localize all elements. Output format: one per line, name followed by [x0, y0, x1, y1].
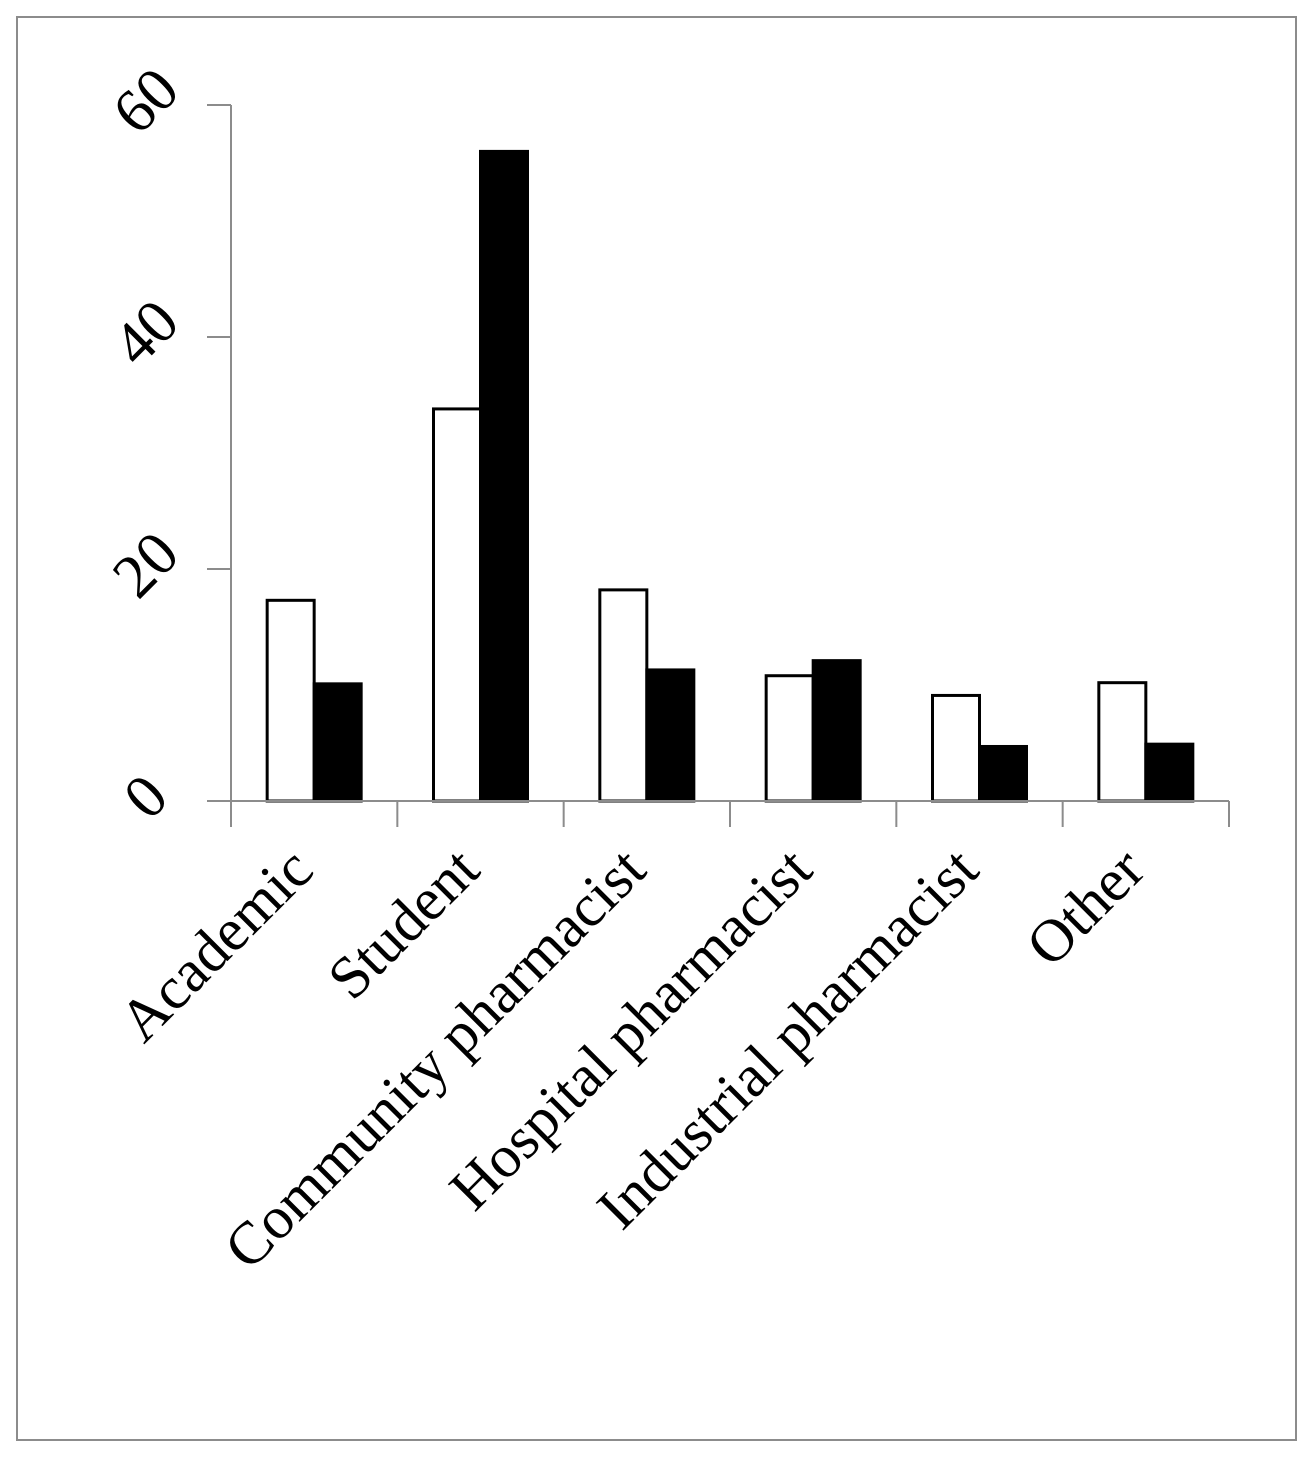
axis-layer — [207, 104, 1230, 827]
bar-series1-other — [1097, 681, 1148, 803]
bar-series2-student — [479, 149, 529, 803]
bar-series1-hospital-pharmacist — [764, 674, 815, 803]
y-tick-label-60: 60 — [100, 55, 192, 147]
bar-series2-industrial-pharmacist — [978, 744, 1028, 803]
bar-series1-student — [432, 407, 482, 803]
bar-series2-academic — [312, 682, 363, 803]
y-tick-label-0: 0 — [111, 762, 181, 832]
bar-series2-hospital-pharmacist — [811, 659, 862, 803]
x-category-label-other: Other — [1013, 835, 1156, 978]
bar-series1-academic — [265, 598, 316, 803]
y-tick-label-40: 40 — [100, 287, 192, 379]
bars-layer — [265, 149, 1195, 803]
bar-series2-community-pharmacist — [645, 668, 696, 803]
bar-series1-industrial-pharmacist — [931, 693, 981, 803]
bar-series2-other — [1144, 742, 1195, 803]
x-category-label-academic: Academic — [106, 835, 325, 1054]
y-tick-label-20: 20 — [100, 519, 192, 611]
bar-series1-community-pharmacist — [598, 588, 649, 803]
